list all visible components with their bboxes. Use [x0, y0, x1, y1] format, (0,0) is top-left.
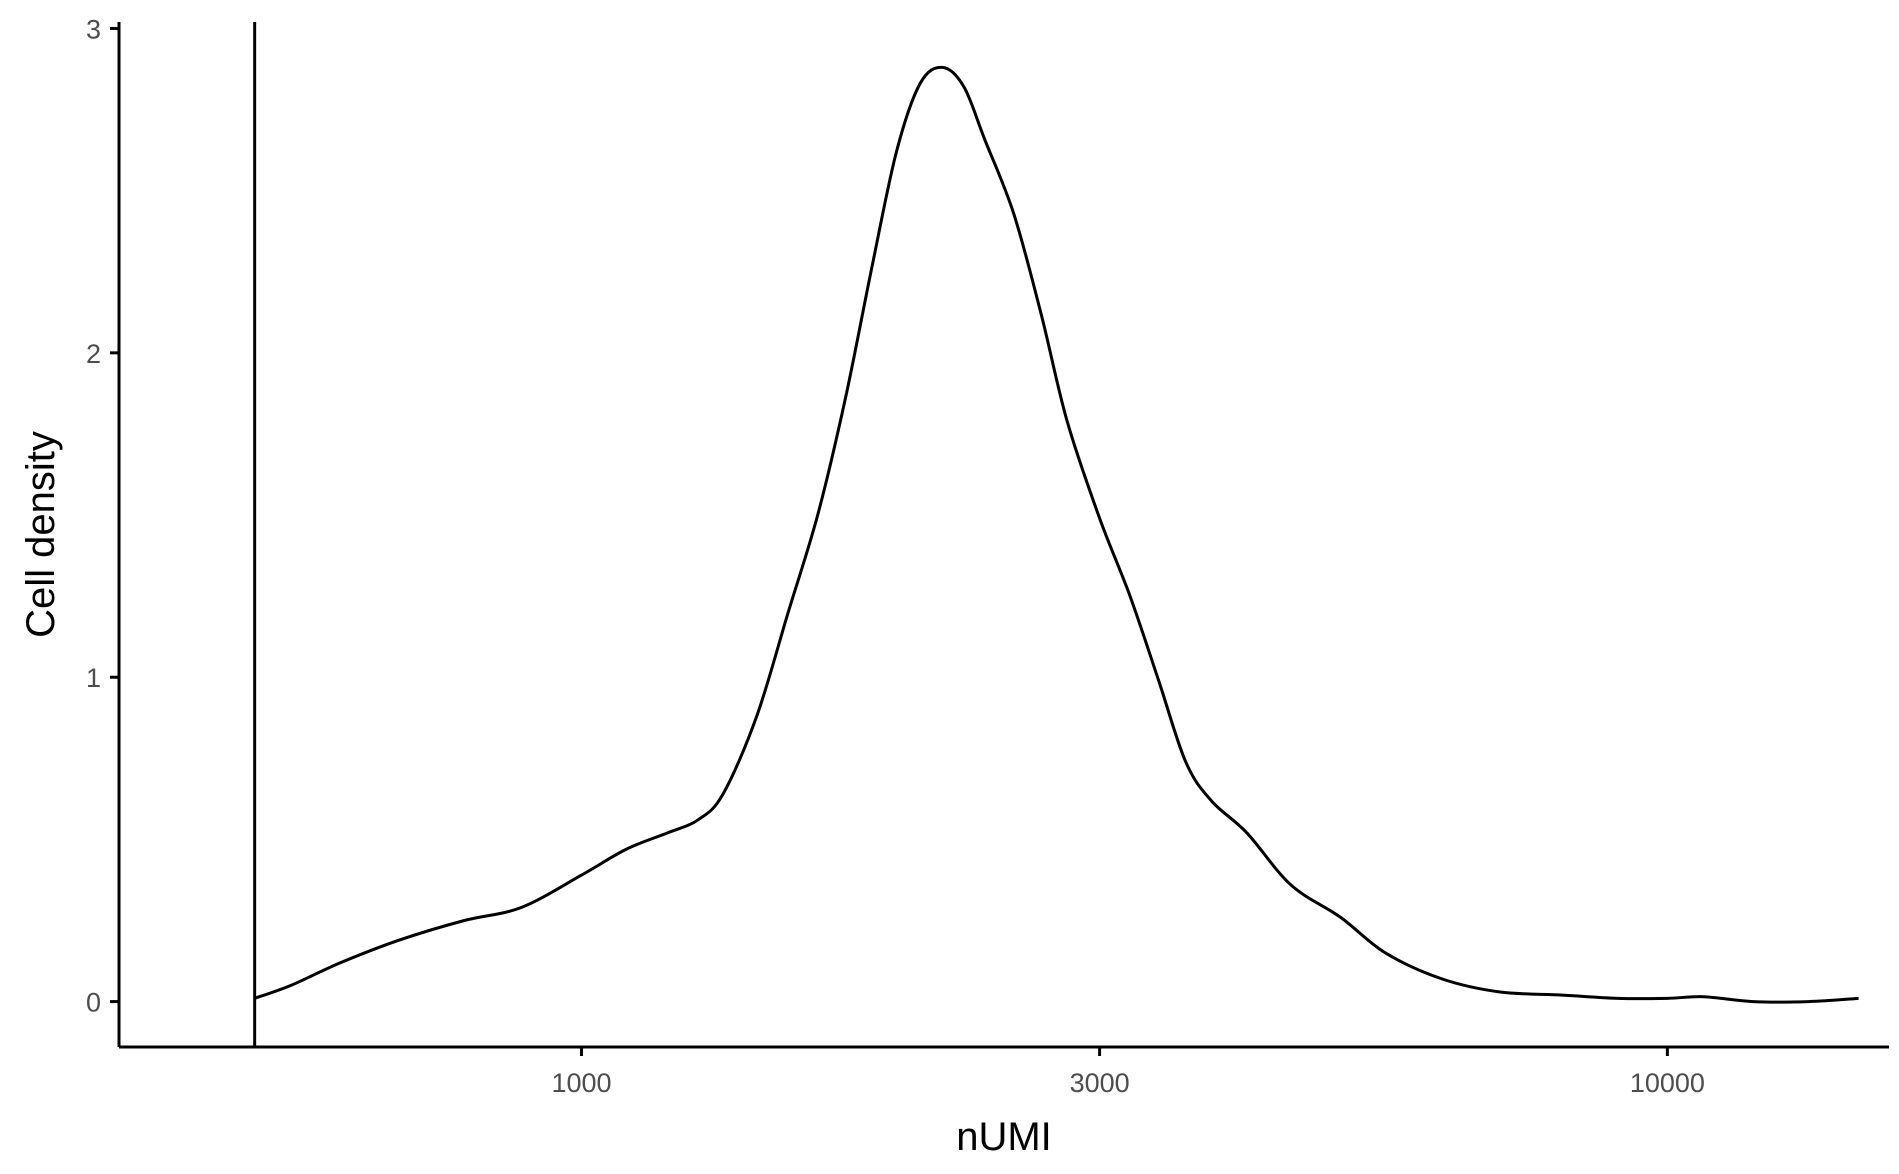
x-axis-title: nUMI — [956, 1115, 1052, 1159]
density-curve — [254, 65, 1859, 1004]
x-tick-label: 3000 — [1070, 1068, 1130, 1098]
y-axis-ticks: 0 1 2 3 — [86, 14, 119, 1018]
x-axis-ticks: 1000 3000 10000 — [551, 1047, 1705, 1098]
x-tick-label: 1000 — [551, 1068, 611, 1098]
y-axis-title: Cell density — [19, 431, 63, 638]
y-tick-label: 2 — [86, 339, 101, 369]
y-tick-label: 1 — [86, 663, 101, 693]
y-tick-label: 0 — [86, 988, 101, 1018]
y-tick-label: 3 — [86, 14, 101, 44]
x-tick-label: 10000 — [1630, 1068, 1705, 1098]
